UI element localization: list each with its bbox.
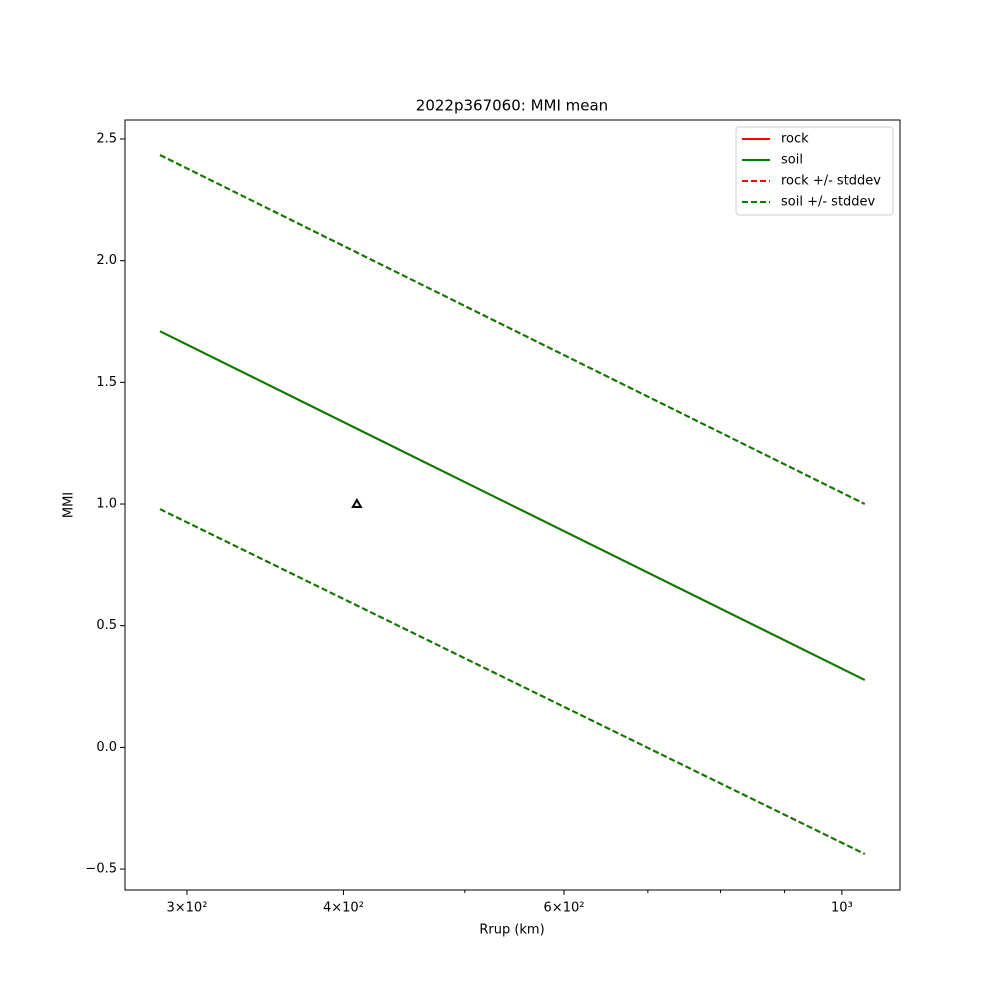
x-tick-label: 4×10² (323, 901, 364, 916)
series-line (159, 154, 866, 505)
y-tick-label: 2.0 (96, 253, 117, 268)
legend-label: rock +/- stddev (781, 174, 881, 189)
y-tick-label: −0.5 (85, 862, 117, 877)
chart-title: 2022p367060: MMI mean (416, 97, 608, 115)
legend-label: rock (781, 132, 809, 147)
plot-frame (124, 119, 901, 891)
series-line (159, 330, 866, 681)
series-line (159, 508, 866, 855)
y-tick-label: 0.5 (96, 618, 117, 633)
y-tick-label: 1.0 (96, 497, 117, 512)
y-tick-label: 2.5 (96, 131, 117, 146)
y-axis-label: MMI (62, 492, 77, 518)
y-tick-label: 0.0 (96, 740, 117, 755)
legend-label: soil +/- stddev (781, 195, 876, 210)
x-tick-label: 6×10² (544, 901, 585, 916)
legend-box (735, 126, 894, 216)
x-axis-label: Rrup (km) (479, 923, 544, 938)
point (351, 498, 363, 509)
x-tick-label: 3×10² (167, 901, 208, 916)
legend-label: soil (781, 153, 803, 168)
y-tick-label: 1.5 (96, 375, 117, 390)
x-tick-label: 10³ (831, 901, 853, 916)
